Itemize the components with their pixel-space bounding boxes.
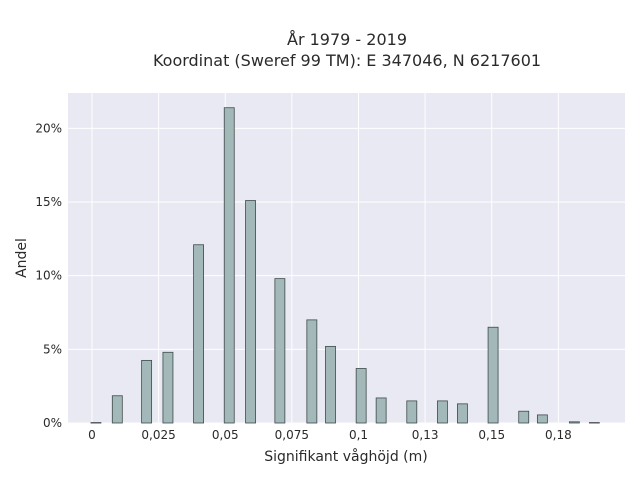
- histogram-bar: [325, 345, 336, 424]
- histogram-bar: [437, 400, 448, 424]
- x-tick-label: 0,18: [545, 428, 572, 442]
- y-tick-label: 10%: [35, 269, 62, 283]
- histogram-bar: [193, 244, 204, 424]
- x-tick-label: 0: [88, 428, 96, 442]
- histogram-bar: [306, 319, 318, 424]
- y-axis-label: Andel: [14, 238, 30, 278]
- histogram-bar: [406, 400, 418, 424]
- y-tick-label: 0%: [43, 416, 62, 430]
- bars: [90, 107, 600, 424]
- histogram-bar: [487, 326, 499, 424]
- histogram-bar: [536, 414, 548, 424]
- x-tick-label: 0,075: [275, 428, 309, 442]
- x-tick-label: 0,15: [478, 428, 505, 442]
- histogram-bar: [457, 403, 468, 424]
- histogram-bar: [375, 397, 387, 424]
- x-tick-label: 0,13: [412, 428, 439, 442]
- y-tick-label: 20%: [35, 121, 62, 135]
- x-tick-label: 0,025: [141, 428, 175, 442]
- tick-labels: 0 0,025 0,05 0,075 0,1 0,13 0,15 0,18 0% 5% 10% 15%…: [35, 121, 571, 442]
- plot-area: [68, 93, 625, 423]
- y-tick-label: 15%: [35, 195, 62, 209]
- histogram-bar: [588, 422, 600, 424]
- chart-title-line2: Koordinat (Sweref 99 TM): E 347046, N 62…: [153, 51, 541, 70]
- histogram-bar: [518, 410, 530, 424]
- histogram-bar: [162, 351, 174, 424]
- histogram-bar: [355, 368, 367, 424]
- x-tick-label: 0,05: [212, 428, 239, 442]
- histogram-bar: [223, 107, 235, 424]
- histogram-bar: [111, 395, 123, 424]
- histogram-bar: [90, 422, 102, 424]
- histogram-bar: [274, 278, 286, 424]
- histogram-bar: [568, 421, 580, 424]
- chart-title-line1: År 1979 - 2019: [287, 30, 407, 49]
- y-tick-label: 5%: [43, 342, 62, 356]
- histogram-bar: [141, 359, 153, 424]
- x-axis-label: Signifikant våghöjd (m): [264, 448, 427, 465]
- x-tick-label: 0,1: [349, 428, 368, 442]
- histogram-bar: [245, 200, 256, 424]
